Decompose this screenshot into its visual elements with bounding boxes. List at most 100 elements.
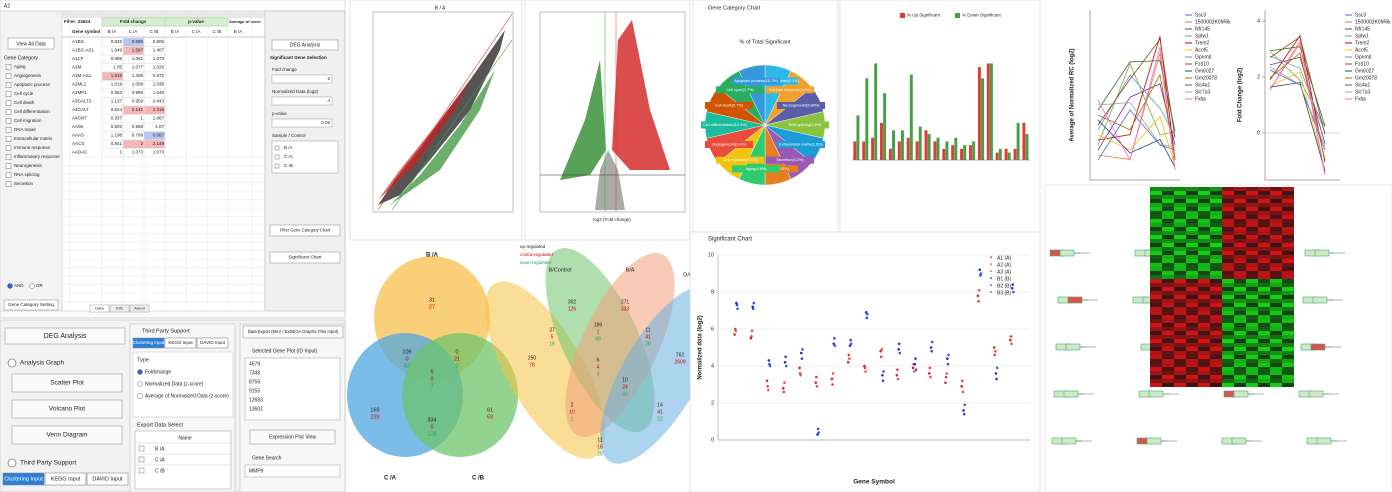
heatmap-cell	[1258, 255, 1270, 259]
heatmap-cell	[1174, 203, 1186, 207]
checkbox[interactable]	[6, 92, 11, 97]
button-label[interactable]: View All Data	[16, 41, 46, 47]
heatmap-cell	[1258, 199, 1270, 203]
heatmap-cell	[1258, 207, 1270, 211]
checkbox[interactable]	[139, 446, 144, 451]
heatmap-cell	[1150, 239, 1162, 243]
heatmap-cell	[1162, 371, 1174, 375]
heatmap-cell	[1186, 203, 1198, 207]
heatmap-cell	[1174, 287, 1186, 291]
radio[interactable]	[8, 284, 13, 289]
label: C /A	[284, 154, 293, 159]
checkbox[interactable]	[6, 74, 11, 79]
heatmap-cell	[1282, 211, 1294, 215]
heatmap-cell	[1210, 231, 1222, 235]
label: Gene Category Chart	[708, 5, 761, 11]
checkbox[interactable]	[139, 468, 144, 473]
checkbox[interactable]	[6, 101, 11, 106]
cell-text: 1.067	[153, 116, 165, 121]
checkbox[interactable]	[6, 164, 11, 169]
checkbox[interactable]	[275, 146, 279, 150]
heatmap-cell	[1198, 375, 1210, 379]
column-header: Gene symbol	[72, 29, 100, 34]
cell-text: 0.937	[111, 116, 123, 121]
checkbox[interactable]	[6, 128, 11, 133]
checkbox[interactable]	[275, 155, 279, 159]
legend-label: Gpnmb	[1195, 54, 1212, 60]
input[interactable]	[272, 97, 332, 105]
label: C /A	[384, 476, 397, 482]
heatmap-cell	[1222, 327, 1234, 331]
label[interactable]: KEGG Input	[168, 340, 193, 345]
heatmap-cell	[1246, 335, 1258, 339]
label[interactable]: Annot	[134, 306, 145, 311]
cell-text: 2.149	[153, 141, 165, 146]
label[interactable]: Info	[116, 306, 123, 311]
label[interactable]: Data Export (MeV / ExDEGA Graphic Plus I…	[248, 329, 339, 334]
heatmap-cell	[1258, 307, 1270, 311]
checkbox[interactable]	[6, 146, 11, 151]
heatmap-cell	[1186, 291, 1198, 295]
label[interactable]: Scatter Plot	[50, 380, 84, 387]
venn-count: 24	[622, 384, 628, 390]
radio[interactable]	[138, 370, 143, 375]
point	[994, 350, 997, 353]
checkbox[interactable]	[6, 110, 11, 115]
label[interactable]: Data	[95, 306, 104, 311]
checkbox[interactable]	[6, 137, 11, 142]
heatmap-cell	[1210, 287, 1222, 291]
label: Normalized Data (log2)	[272, 89, 319, 94]
heatmap-cell	[1234, 375, 1246, 379]
button-label[interactable]: Gene Category Setting	[8, 302, 54, 307]
heatmap-cell	[1150, 207, 1162, 211]
point	[963, 404, 966, 407]
heatmap-cell	[1150, 199, 1162, 203]
label[interactable]: Clustering Input	[4, 476, 43, 482]
label[interactable]: Volcano Plot	[49, 406, 85, 413]
label[interactable]: Venn Diagram	[46, 432, 87, 439]
heatmap-cell	[1234, 307, 1246, 311]
legend-label: Gm6027	[1355, 68, 1374, 74]
heatmap-cell	[1174, 231, 1186, 235]
input[interactable]	[272, 75, 332, 83]
point	[849, 339, 852, 342]
heatmap-cell	[1258, 331, 1270, 335]
label[interactable]: DEG Analysis	[44, 333, 87, 340]
checkbox[interactable]	[6, 65, 11, 70]
checkbox[interactable]	[6, 119, 11, 124]
heatmap-cell	[1222, 375, 1234, 379]
heatmap-cell	[1186, 355, 1198, 359]
checkbox[interactable]	[6, 155, 11, 160]
label[interactable]: Significant Chart	[288, 255, 322, 260]
label[interactable]: Clustering Input	[133, 340, 165, 345]
label[interactable]: Filter Gene Category Chart	[280, 228, 331, 233]
checkbox[interactable]	[139, 457, 144, 462]
label[interactable]: DAVID Input	[92, 476, 123, 482]
checkbox[interactable]	[275, 164, 279, 168]
checkbox[interactable]	[6, 83, 11, 88]
radio[interactable]	[138, 382, 143, 387]
heatmap-cell	[1246, 271, 1258, 275]
checkbox[interactable]	[6, 182, 11, 187]
checkbox[interactable]	[6, 173, 11, 178]
cell-text: 1.038	[153, 82, 165, 87]
radio[interactable]	[138, 394, 143, 399]
cell-text: 0.999	[132, 90, 144, 95]
heatmap-cell	[1210, 363, 1222, 367]
input-value[interactable]: 0.05	[321, 120, 330, 125]
radio[interactable]	[30, 284, 35, 289]
heatmap-cell	[1210, 303, 1222, 307]
point	[977, 300, 980, 303]
label[interactable]: DAVID Input	[200, 340, 225, 345]
heatmap-cell	[1222, 307, 1234, 311]
label[interactable]: Expression Plot View	[269, 434, 316, 440]
heatmap-cell	[1282, 263, 1294, 267]
heatmap-cell	[1150, 219, 1162, 223]
heatmap-cell	[1222, 359, 1234, 363]
heatmap-cell	[1258, 315, 1270, 319]
label[interactable]: KEGG Input	[51, 476, 81, 482]
bar	[1017, 123, 1020, 160]
legend-marker: •	[990, 284, 992, 290]
heatmap-cell	[1198, 207, 1210, 211]
heatmap-cell	[1258, 303, 1270, 307]
